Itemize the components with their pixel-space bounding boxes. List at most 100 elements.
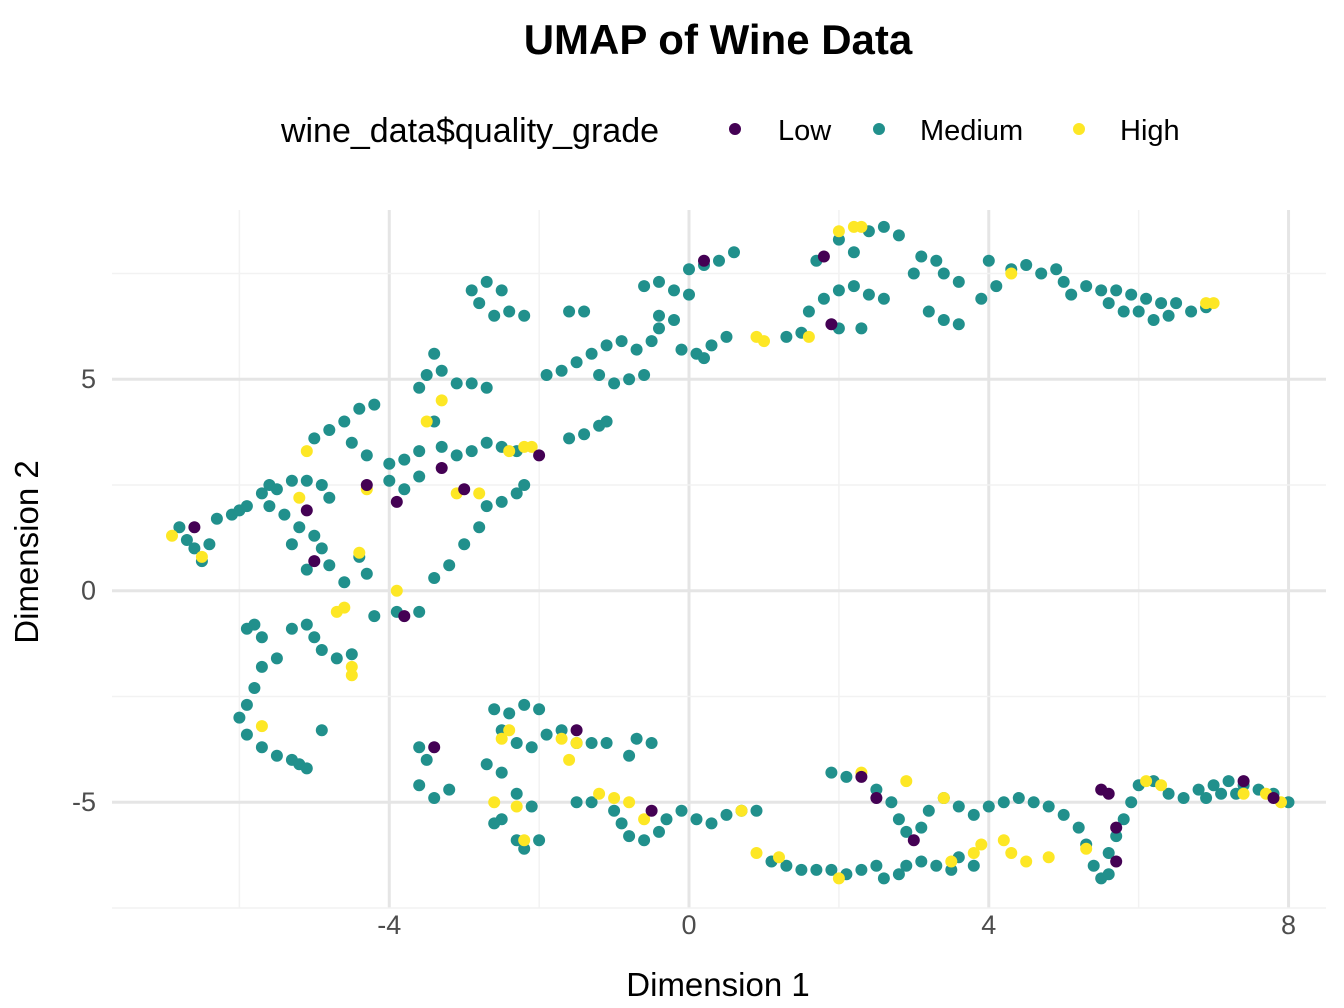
- point-high: [338, 601, 351, 614]
- point-medium: [645, 335, 658, 348]
- x-tick-label: 0: [682, 910, 697, 940]
- point-medium: [585, 347, 598, 360]
- point-medium: [952, 275, 965, 288]
- point-low: [1102, 787, 1115, 800]
- point-medium: [675, 804, 688, 817]
- point-medium: [285, 622, 298, 635]
- point-medium: [248, 618, 261, 631]
- legend-key-medium: [873, 123, 885, 135]
- point-medium: [428, 572, 441, 584]
- point-medium: [368, 610, 381, 623]
- legend: wine_data$quality_grade Low Medium High: [280, 112, 1180, 150]
- point-low: [1237, 775, 1250, 788]
- point-medium: [623, 749, 636, 762]
- point-medium: [832, 284, 845, 297]
- point-high: [758, 335, 770, 348]
- legend-label-medium: Medium: [920, 115, 1023, 147]
- point-medium: [982, 254, 995, 267]
- x-tick-label: 4: [981, 910, 996, 940]
- point-medium: [285, 538, 298, 551]
- point-medium: [420, 753, 433, 766]
- point-medium: [300, 762, 313, 775]
- point-high: [735, 804, 748, 817]
- point-high: [945, 855, 958, 868]
- point-medium: [630, 343, 643, 356]
- point-medium: [465, 445, 478, 458]
- point-medium: [1125, 288, 1138, 301]
- point-medium: [1177, 792, 1190, 804]
- point-medium: [653, 309, 665, 322]
- point-medium: [465, 377, 478, 390]
- point-medium: [555, 724, 568, 737]
- point-medium: [1147, 314, 1160, 326]
- point-medium: [503, 707, 516, 720]
- point-medium: [540, 728, 553, 741]
- point-medium: [315, 542, 328, 555]
- point-medium: [533, 834, 546, 847]
- point-medium: [1162, 787, 1175, 800]
- point-medium: [480, 500, 493, 513]
- point-medium: [877, 220, 890, 233]
- point-medium: [952, 800, 965, 813]
- point-medium: [1222, 775, 1235, 788]
- point-medium: [802, 305, 815, 318]
- point-high: [802, 330, 815, 343]
- point-medium: [540, 369, 553, 381]
- point-medium: [240, 500, 253, 513]
- point-medium: [563, 305, 576, 318]
- legend-title: wine_data$quality_grade: [280, 112, 659, 150]
- point-high: [300, 445, 313, 458]
- point-medium: [1200, 792, 1213, 804]
- x-tick-label: 8: [1281, 910, 1296, 940]
- point-medium: [1102, 868, 1115, 881]
- legend-key-low: [729, 123, 741, 135]
- point-low: [1110, 855, 1123, 868]
- point-low: [907, 834, 920, 847]
- point-medium: [383, 474, 396, 487]
- point-medium: [630, 732, 643, 745]
- point-high: [855, 220, 868, 233]
- point-medium: [1102, 297, 1115, 310]
- point-high: [750, 847, 763, 859]
- point-medium: [173, 521, 186, 534]
- point-medium: [1065, 288, 1078, 301]
- point-high: [1207, 297, 1220, 310]
- point-medium: [360, 449, 373, 462]
- point-high: [967, 847, 980, 859]
- point-high: [937, 792, 950, 804]
- point-medium: [675, 343, 688, 356]
- point-high: [166, 529, 178, 542]
- point-medium: [518, 479, 531, 491]
- point-medium: [1192, 783, 1205, 796]
- point-medium: [1042, 800, 1055, 813]
- point-medium: [720, 330, 733, 343]
- point-medium: [638, 834, 651, 847]
- point-medium: [473, 521, 486, 534]
- point-medium: [653, 275, 665, 288]
- point-medium: [323, 559, 336, 572]
- point-medium: [915, 821, 928, 834]
- point-medium: [900, 859, 913, 872]
- point-medium: [488, 309, 501, 322]
- point-high: [353, 546, 366, 559]
- point-medium: [308, 432, 321, 445]
- point-medium: [653, 825, 665, 838]
- point-medium: [270, 652, 283, 665]
- point-medium: [585, 737, 598, 749]
- point-medium: [420, 369, 433, 381]
- point-high: [1042, 851, 1055, 864]
- point-medium: [930, 859, 943, 872]
- point-medium: [1117, 305, 1130, 318]
- point-medium: [877, 292, 890, 305]
- point-medium: [240, 728, 253, 741]
- point-low: [458, 483, 471, 496]
- point-medium: [645, 737, 658, 749]
- point-medium: [503, 305, 516, 318]
- point-high: [518, 834, 531, 847]
- point-low: [817, 250, 830, 263]
- point-medium: [1050, 263, 1063, 276]
- point-high: [1080, 842, 1093, 855]
- point-high: [345, 669, 358, 682]
- point-low: [698, 254, 710, 267]
- point-medium: [315, 479, 328, 491]
